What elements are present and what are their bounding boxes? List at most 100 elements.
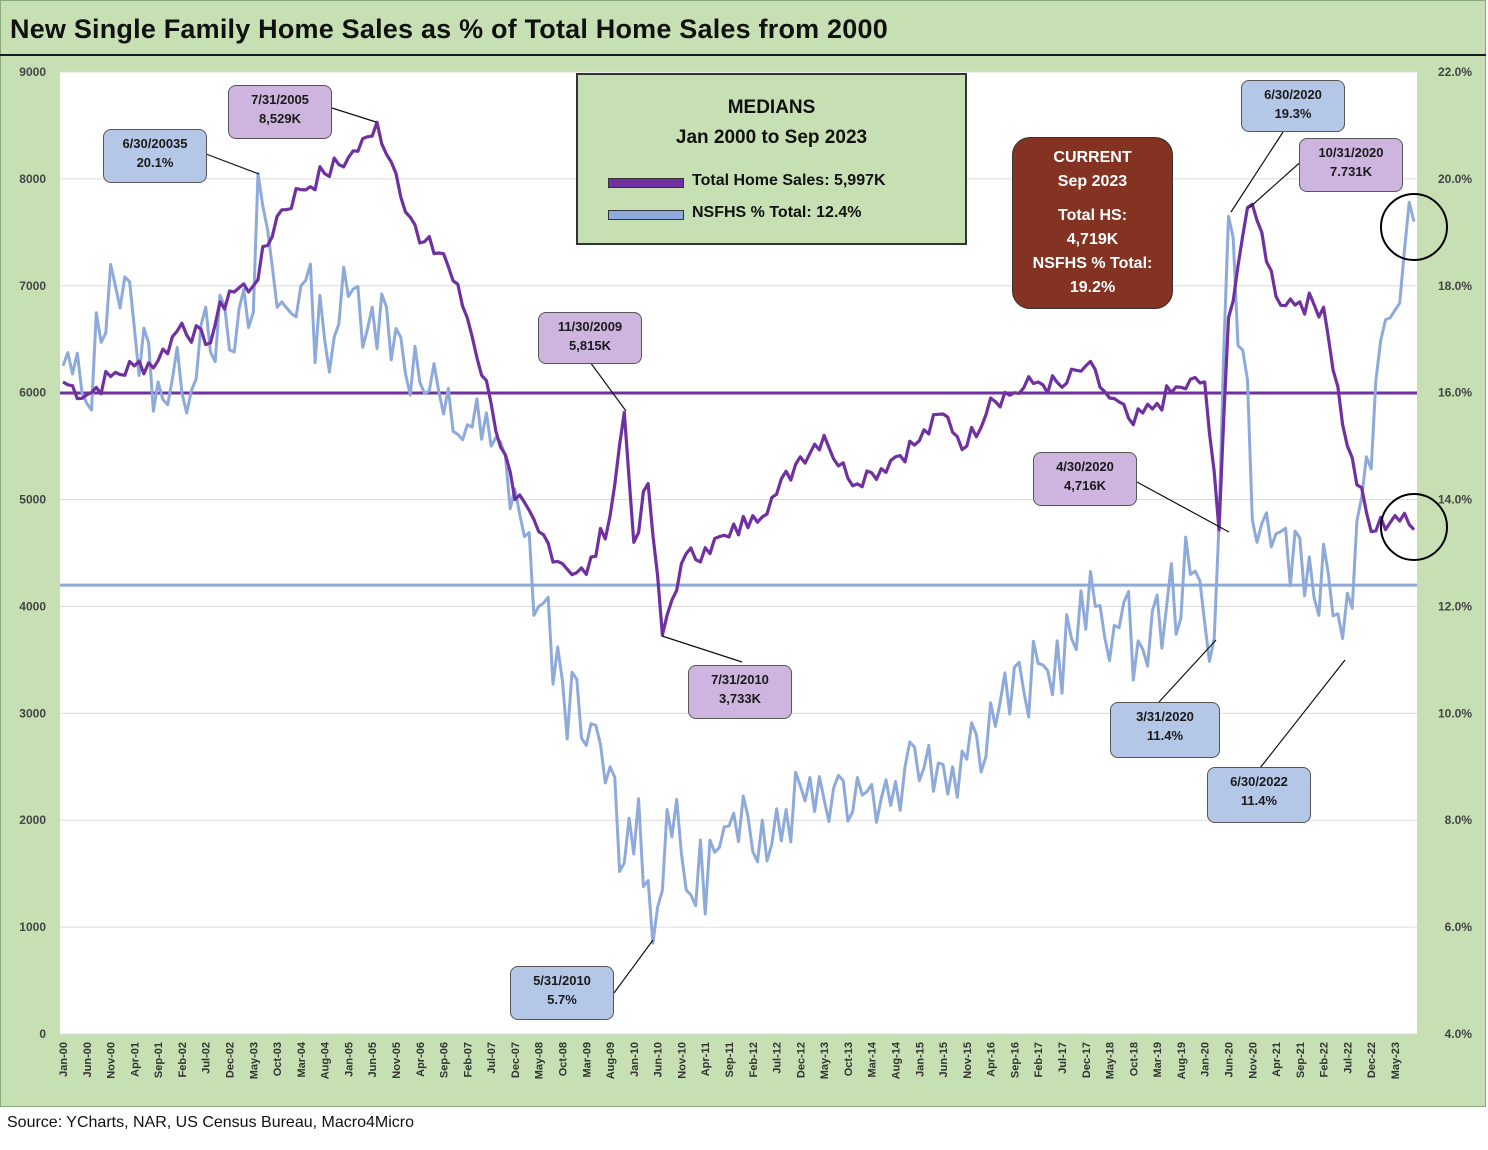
callout-2022-nsfhs-low: 6/30/2022 11.4% [1207, 767, 1311, 823]
x-tick-label: Nov-10 [676, 1042, 688, 1079]
leader-c6 [1230, 131, 1284, 213]
x-tick-label: Aug-09 [605, 1042, 617, 1079]
left-tick-label: 1000 [19, 920, 46, 934]
right-tick-label: 4.0% [1445, 1027, 1473, 1041]
x-tick-label: Mar-04 [296, 1041, 308, 1077]
x-tick-label: Jun-10 [653, 1042, 665, 1077]
x-tick-label: Jan-00 [58, 1042, 70, 1077]
callout-value: 11.4% [1146, 728, 1184, 743]
x-tick-label: Oct-13 [843, 1042, 855, 1076]
series-line-total-home-sales [62, 120, 1416, 637]
callout-date: 6/30/20035 [122, 136, 188, 151]
highlight-circle-nsfhs-current [1380, 193, 1448, 261]
x-tick-label: Jan-05 [343, 1042, 355, 1077]
current-total-value: 4,719K [1066, 231, 1119, 248]
right-tick-label: 10.0% [1438, 706, 1472, 720]
callout-2005-total-peak: 7/31/2005 8,529K [228, 85, 332, 139]
right-tick-label: 14.0% [1438, 493, 1472, 507]
x-tick-label: Sep-16 [1009, 1042, 1021, 1078]
x-tick-label: Feb-12 [748, 1042, 760, 1077]
left-tick-label: 4000 [19, 599, 46, 613]
x-tick-label: Oct-08 [557, 1042, 569, 1076]
callout-2010-total-low: 7/31/2010 3,733K [688, 665, 792, 719]
left-tick-label: 7000 [19, 279, 46, 293]
callout-date: 4/30/2020 [1056, 459, 1114, 474]
x-tick-label: Jun-20 [1223, 1042, 1235, 1077]
leader-c10 [1259, 659, 1346, 769]
right-tick-label: 22.0% [1438, 65, 1472, 79]
x-tick-label: Jul-02 [201, 1042, 213, 1074]
current-nsfhs-label: NSFHS % Total: [1032, 255, 1153, 272]
callout-value: 5,815K [569, 338, 611, 353]
x-tick-label: Mar-14 [867, 1041, 879, 1077]
x-tick-label: Jul-17 [1057, 1042, 1069, 1074]
leader-c8 [1136, 481, 1230, 533]
x-tick-label: May-18 [1105, 1042, 1117, 1079]
leader-c7 [1248, 157, 1306, 209]
x-tick-label: Dec-07 [510, 1042, 522, 1078]
leader-c5 [613, 939, 654, 994]
x-tick-label: Sep-11 [724, 1042, 736, 1077]
right-tick-label: 8.0% [1445, 813, 1473, 827]
callout-value: 5.7% [547, 992, 577, 1007]
callout-date: 6/30/2022 [1230, 774, 1288, 789]
x-tick-label: Mar-19 [1152, 1042, 1164, 1077]
left-tick-label: 3000 [19, 706, 46, 720]
x-tick-label: May-13 [819, 1042, 831, 1079]
callout-value: 3,733K [719, 691, 761, 706]
x-tick-label: Apr-16 [986, 1042, 998, 1077]
x-tick-label: May-08 [534, 1042, 546, 1079]
callout-2020-total-peak: 10/31/2020 7.731K [1299, 138, 1403, 192]
x-tick-label: Apr-01 [129, 1042, 141, 1077]
x-tick-label: Sep-01 [153, 1042, 165, 1078]
callout-value: 19.3% [1274, 106, 1312, 121]
callout-value: 20.1% [136, 155, 174, 170]
x-tick-label: Jul-12 [772, 1042, 784, 1074]
x-tick-label: Jan-20 [1200, 1042, 1212, 1077]
x-tick-label: Apr-21 [1271, 1042, 1283, 1077]
source-note: Source: YCharts, NAR, US Census Bureau, … [7, 1114, 414, 1131]
left-tick-label: 6000 [19, 386, 46, 400]
medians-heading: MEDIANS [727, 97, 816, 118]
current-nsfhs-value: 19.2% [1069, 279, 1116, 296]
callout-value: 4,716K [1064, 478, 1106, 493]
x-tick-label: Nov-20 [1247, 1042, 1259, 1079]
title-divider [0, 54, 1486, 56]
x-tick-label: Feb-22 [1319, 1042, 1331, 1077]
x-tick-label: May-23 [1390, 1042, 1402, 1079]
callout-2009-total-spike: 11/30/2009 5,815K [538, 312, 642, 364]
x-tick-label: Dec-02 [224, 1042, 236, 1078]
callout-value: 8,529K [259, 111, 301, 126]
leader-c9 [1158, 639, 1217, 703]
callout-2010-nsfhs-low: 5/31/2010 5.7% [510, 966, 614, 1020]
x-tick-label: Apr-11 [700, 1042, 712, 1076]
callout-2020-nsfhs-low: 3/31/2020 11.4% [1110, 702, 1220, 758]
leader-c3 [589, 361, 627, 412]
x-tick-label: Feb-07 [462, 1042, 474, 1077]
left-tick-label: 0 [39, 1027, 46, 1041]
left-tick-label: 5000 [19, 493, 46, 507]
current-values-box: CURRENT Sep 2023 Total HS: 4,719K NSFHS … [1012, 137, 1173, 309]
callout-value: 7.731K [1330, 164, 1372, 179]
medians-legend-box: MEDIANS Jan 2000 to Sep 2023 Total Home … [576, 73, 967, 245]
x-tick-label: Dec-22 [1366, 1042, 1378, 1078]
x-tick-label: Aug-04 [320, 1041, 332, 1079]
current-total-label: Total HS: [1057, 207, 1128, 224]
x-tick-label: Apr-06 [415, 1042, 427, 1077]
right-tick-label: 16.0% [1438, 386, 1472, 400]
callout-date: 6/30/2020 [1264, 87, 1322, 102]
x-tick-label: Feb-17 [1033, 1042, 1045, 1077]
leader-c1 [205, 153, 260, 175]
leader-c4 [661, 635, 743, 663]
right-tick-label: 6.0% [1445, 920, 1473, 934]
highlight-circle-total-current [1380, 493, 1448, 561]
callout-date: 7/31/2005 [251, 92, 309, 107]
callout-date: 5/31/2010 [533, 973, 591, 988]
right-tick-label: 20.0% [1438, 172, 1472, 186]
x-tick-label: Jul-07 [486, 1042, 498, 1074]
right-tick-label: 18.0% [1438, 279, 1472, 293]
legend-swatch-nsfhs [608, 210, 684, 220]
x-tick-label: Aug-19 [1176, 1042, 1188, 1079]
x-tick-label: May-03 [248, 1042, 260, 1079]
x-tick-label: Nov-00 [106, 1042, 118, 1079]
